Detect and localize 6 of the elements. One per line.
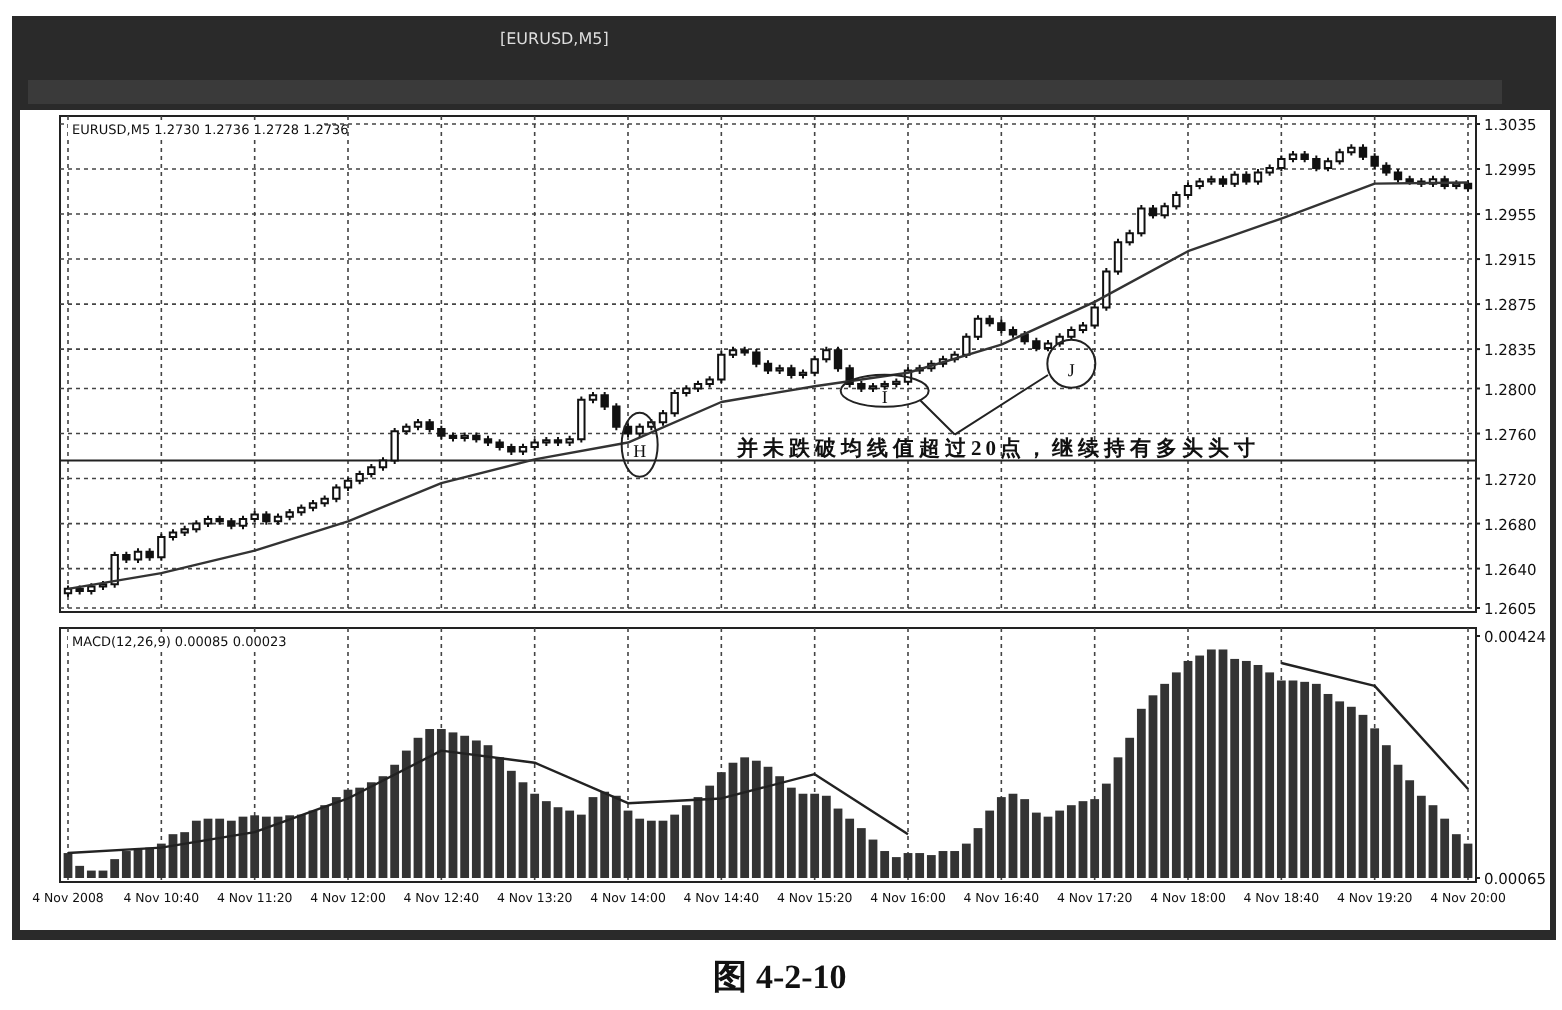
annotation: J	[1067, 359, 1076, 380]
annotation: H	[633, 440, 648, 461]
annotation: 并未跌破均线值超过20点，继续持有多头头寸	[735, 434, 1260, 461]
chart-title: [EURUSD,M5]	[500, 30, 609, 48]
caption: 图 4-2-10	[713, 958, 847, 996]
annotation: I	[881, 386, 888, 407]
